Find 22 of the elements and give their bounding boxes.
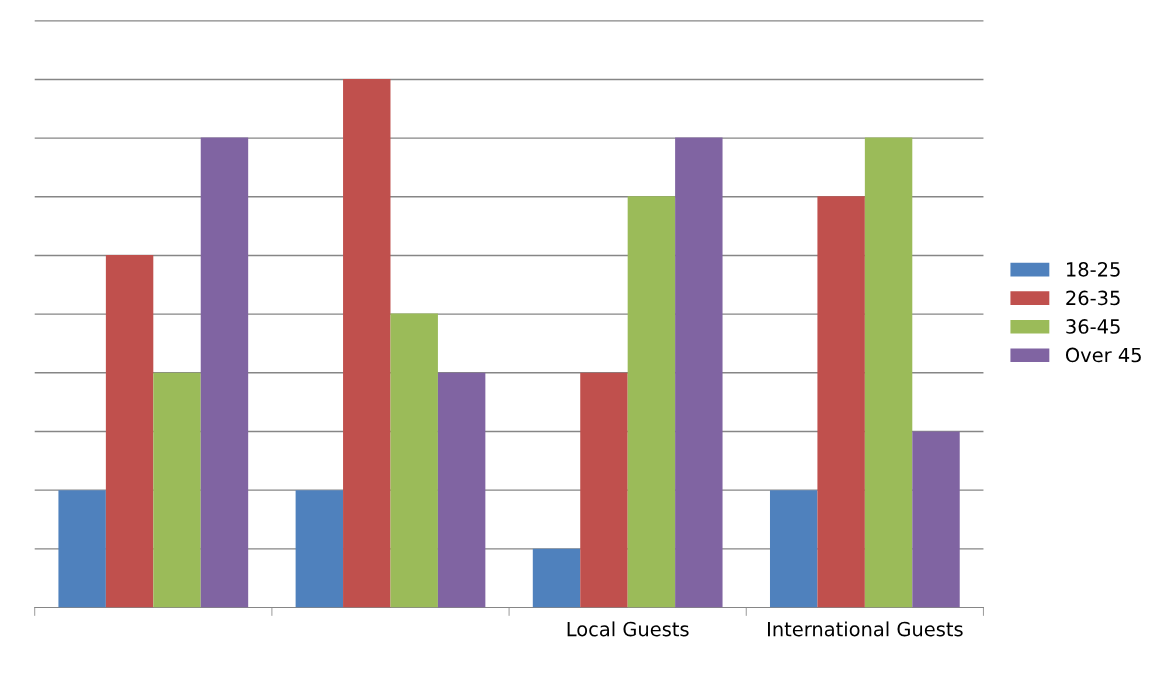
bar — [675, 137, 723, 608]
bar — [390, 313, 438, 608]
legend-label: Over 45 — [1065, 347, 1141, 363]
legend-label: 18-25 — [1067, 262, 1120, 277]
x-tick-label: International Guests — [768, 621, 963, 637]
legend-label: 26-35 — [1066, 290, 1120, 306]
bar — [580, 372, 628, 608]
bar — [58, 490, 106, 608]
bar — [437, 372, 486, 608]
bar — [295, 490, 344, 608]
bar — [532, 548, 581, 608]
bar — [864, 137, 913, 608]
x-tick-label: Local Guests — [567, 621, 689, 637]
bar — [912, 431, 960, 608]
bar — [627, 196, 676, 608]
bar — [200, 137, 249, 608]
bar — [817, 196, 865, 608]
bar — [343, 78, 391, 608]
bar — [769, 490, 818, 608]
bar — [153, 372, 201, 608]
legend-label: 36-45 — [1066, 319, 1120, 334]
bar — [105, 254, 154, 608]
